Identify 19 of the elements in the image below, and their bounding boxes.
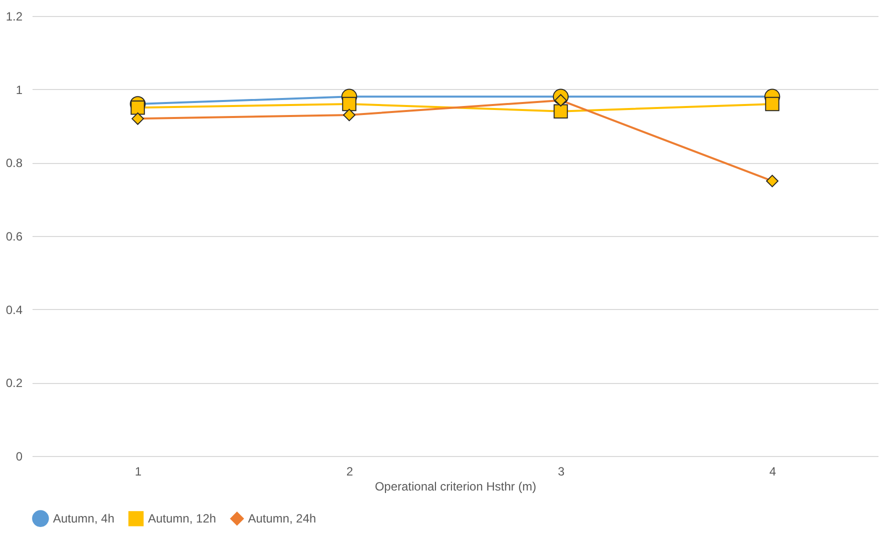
- point: [765, 96, 780, 112]
- x-tick-label: 3: [558, 464, 565, 478]
- x-axis-title: Operational criterion Hsthr (m): [374, 480, 536, 494]
- legend-label: Autumn, 24h: [248, 512, 316, 526]
- legend-label: Autumn, 4h: [53, 512, 114, 526]
- y-tick-label: 0.4: [6, 302, 23, 317]
- x-tick-label: 1: [134, 464, 142, 478]
- point: [342, 96, 356, 112]
- point: [554, 104, 568, 118]
- y-tick-label: 1.2: [6, 10, 23, 24]
- x-tick-label: 4: [769, 464, 776, 478]
- y-tick-label: 0: [16, 450, 23, 464]
- y-tick-label: 0.8: [6, 156, 23, 170]
- x-tick-label: 2: [346, 464, 354, 478]
- legend-label: Autumn, 12h: [148, 512, 216, 526]
- y-tick-label: 1: [16, 82, 23, 97]
- point: [130, 100, 145, 115]
- y-tick-label: 0.6: [6, 230, 23, 244]
- y-tick-label: 0.2: [6, 376, 23, 390]
